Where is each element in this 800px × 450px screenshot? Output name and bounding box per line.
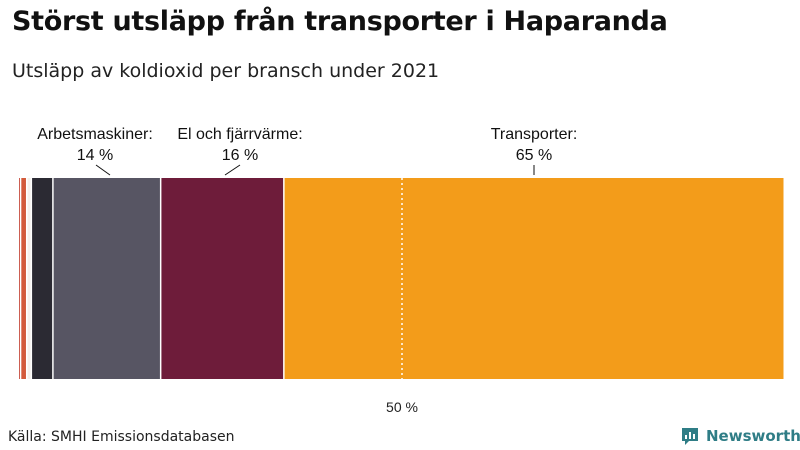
source-note: Källa: SMHI Emissionsdatabasen	[8, 429, 235, 445]
label-transporter: Transporter:	[491, 126, 578, 143]
bar-labels: Arbetsmaskiner: 14 % El och fjärrvärme: 16 …	[37, 126, 578, 176]
brand-name: Newsworthy	[706, 427, 800, 445]
bar-segment-3	[27, 178, 31, 379]
leader-line-arbetsmaskiner	[95, 164, 111, 176]
bar-segment-4	[32, 178, 53, 379]
label-arbetsmaskiner: Arbetsmaskiner:	[37, 126, 153, 143]
bar-segment-2	[21, 178, 26, 379]
newsworthy-logo-icon	[682, 428, 698, 445]
brand-logo: Newsworthy	[680, 426, 800, 446]
reference-line-label: 50 %	[386, 399, 418, 415]
value-label-arbetsmaskiner: 14 %	[77, 147, 113, 164]
bar-segment-1	[19, 178, 20, 379]
leader-line-el-och-fjärrvärme	[224, 164, 241, 176]
label-el-och-fjärrvärme: El och fjärrvärme:	[177, 126, 302, 143]
bar-segments	[19, 178, 784, 379]
bar-transporter	[284, 178, 784, 379]
bar-arbetsmaskiner	[53, 178, 160, 379]
chart-title: Störst utsläpp från transporter i Hapara…	[12, 6, 668, 37]
value-label-transporter: 65 %	[516, 147, 552, 164]
reference-line-group: 50 %	[386, 178, 418, 415]
bar-el-och-fjärrvärme	[161, 178, 284, 379]
chart-subtitle: Utsläpp av koldioxid per bransch under 2…	[12, 60, 440, 82]
value-label-el-och-fjärrvärme: 16 %	[222, 147, 258, 164]
